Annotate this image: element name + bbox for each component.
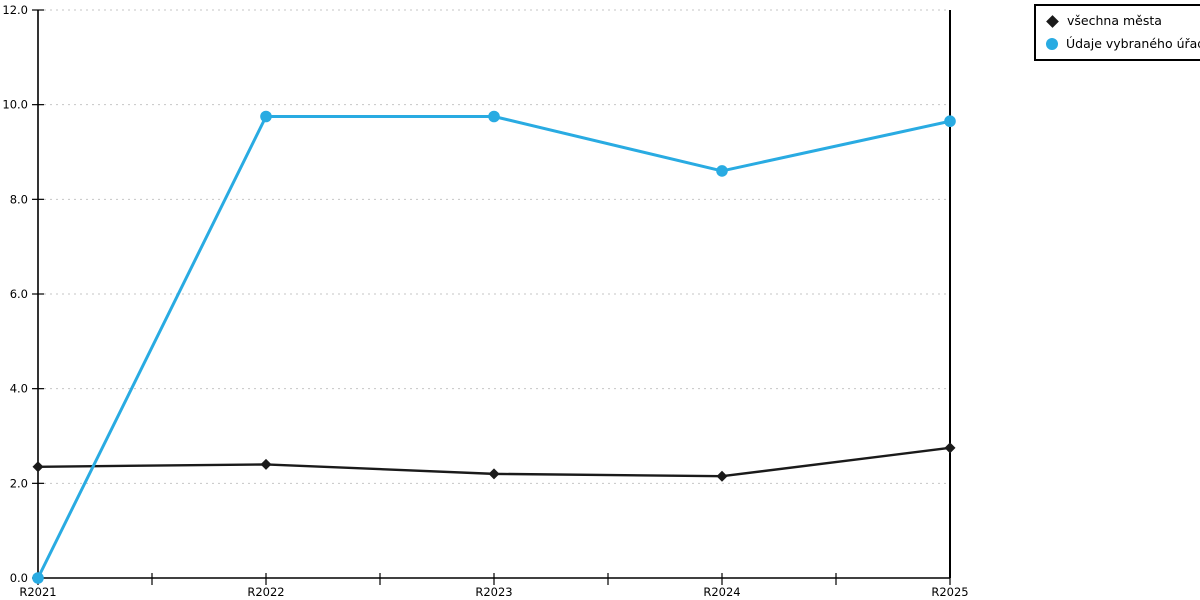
data-point-diamond-s0 bbox=[944, 442, 956, 454]
x-tick-label: R2024 bbox=[703, 585, 740, 599]
data-point-diamond-s0 bbox=[260, 458, 272, 470]
y-tick-label: 6.0 bbox=[10, 287, 28, 301]
y-tick-label: 4.0 bbox=[10, 382, 28, 396]
data-point-diamond-s0 bbox=[32, 461, 44, 473]
y-tick-label: 0.0 bbox=[10, 571, 28, 585]
legend-item-vsechna-mesta[interactable]: všechna města bbox=[1046, 13, 1200, 28]
data-point-circle-s1 bbox=[488, 110, 500, 123]
legend-label-udaje-vybraneho-uradu: Údaje vybraného úřadu bbox=[1066, 35, 1200, 51]
y-tick-label: 12.0 bbox=[2, 3, 28, 17]
data-point-circle-s1 bbox=[944, 115, 956, 128]
chart-legend: všechna města Údaje vybraného úřadu bbox=[1034, 4, 1200, 61]
data-point-circle-s1 bbox=[260, 110, 272, 123]
data-point-diamond-s0 bbox=[488, 468, 500, 480]
x-tick-label: R2021 bbox=[19, 585, 56, 599]
data-point-circle-s1 bbox=[32, 572, 44, 584]
y-tick-label: 8.0 bbox=[10, 192, 28, 206]
legend-item-udaje-vybraneho-uradu[interactable]: Údaje vybraného úřadu bbox=[1046, 35, 1200, 51]
data-point-circle-s1 bbox=[716, 165, 728, 177]
legend-label-vsechna-mesta: všechna města bbox=[1067, 13, 1162, 28]
x-tick-label: R2023 bbox=[475, 585, 512, 599]
data-point-diamond-s0 bbox=[716, 470, 728, 482]
y-tick-label: 10.0 bbox=[2, 98, 28, 112]
x-tick-label: R2022 bbox=[247, 585, 284, 599]
x-tick-label: R2025 bbox=[931, 585, 968, 599]
diamond-marker-icon bbox=[1046, 14, 1059, 28]
y-tick-label: 2.0 bbox=[10, 476, 28, 490]
series-line-1 bbox=[36, 115, 952, 580]
circle-marker-icon bbox=[1046, 37, 1058, 50]
